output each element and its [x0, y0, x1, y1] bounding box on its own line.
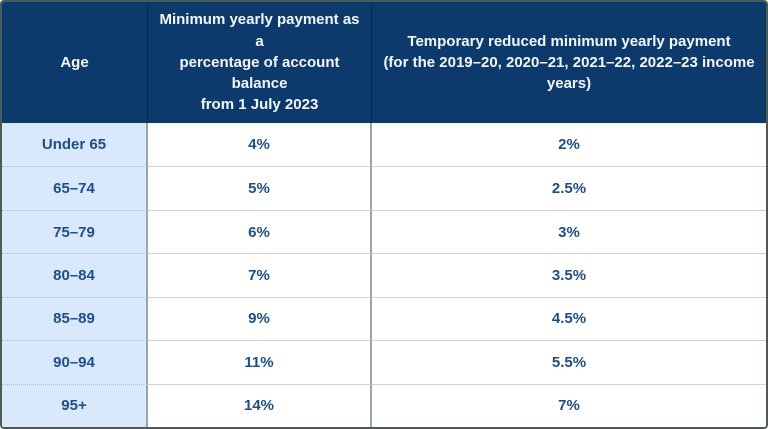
- age-cell: Under 65: [2, 123, 148, 167]
- age-cell: 95+: [2, 383, 148, 427]
- table-row: 95+ 14% 7%: [2, 383, 766, 427]
- age-cell: 65–74: [2, 166, 148, 210]
- reduced-payment-cell: 3.5%: [372, 253, 766, 297]
- table-header: Age Minimum yearly payment as a percenta…: [2, 2, 766, 123]
- reduced-payment-cell: 2.5%: [372, 166, 766, 210]
- reduced-payment-cell: 2%: [372, 123, 766, 167]
- reduced-payment-cell: 4.5%: [372, 296, 766, 341]
- header-cell-minimum-payment: Minimum yearly payment as a percentage o…: [148, 2, 372, 123]
- table-row: 85–89 9% 4.5%: [2, 296, 766, 341]
- minimum-payment-cell: 14%: [148, 383, 372, 427]
- reduced-payment-cell: 5.5%: [372, 340, 766, 384]
- reduced-payment-cell: 7%: [372, 383, 766, 427]
- age-cell: 85–89: [2, 296, 148, 341]
- header-cell-reduced-payment: Temporary reduced minimum yearly payment…: [383, 32, 755, 93]
- age-cell: 75–79: [2, 209, 148, 254]
- table-body: Under 65 4% 2% 65–74 5% 2.5% 75–79 6% 3%…: [2, 123, 766, 427]
- minimum-payment-cell: 9%: [148, 296, 372, 341]
- table-row: 75–79 6% 3%: [2, 209, 766, 254]
- minimum-payment-cell: 11%: [148, 340, 372, 384]
- header-cell-age: Age: [2, 2, 148, 123]
- minimum-payment-cell: 7%: [148, 253, 372, 297]
- age-cell: 90–94: [2, 340, 148, 384]
- minimum-payment-cell: 4%: [148, 123, 372, 167]
- minimum-payment-cell: 6%: [148, 209, 372, 254]
- age-cell: 80–84: [2, 253, 148, 297]
- table-row: 90–94 11% 5.5%: [2, 340, 766, 384]
- table-row: 65–74 5% 2.5%: [2, 166, 766, 210]
- table-row: Under 65 4% 2%: [2, 123, 766, 167]
- table-row: 80–84 7% 3.5%: [2, 253, 766, 297]
- reduced-payment-cell: 3%: [372, 209, 766, 254]
- minimum-payment-cell: 5%: [148, 166, 372, 210]
